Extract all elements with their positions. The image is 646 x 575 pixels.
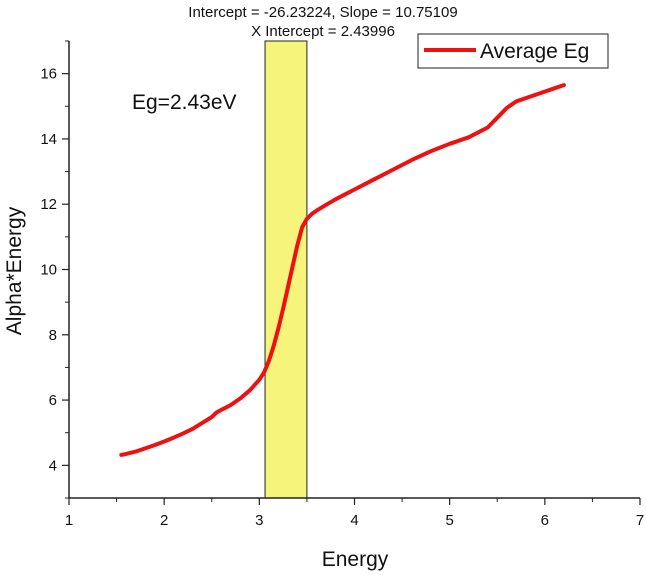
- x-tick-label: 3: [255, 512, 263, 529]
- x-tick-label: 2: [160, 512, 168, 529]
- series-line: [119, 83, 566, 457]
- eg-annotation: Eg=2.43eV: [132, 91, 237, 114]
- band-layer: [264, 40, 308, 499]
- y-tick-label: 8: [49, 327, 57, 344]
- x-tick-label: 5: [445, 512, 453, 529]
- y-tick-label: 4: [49, 457, 57, 474]
- x-tick-label: 1: [65, 512, 73, 529]
- y-tick-label: 14: [40, 131, 57, 148]
- chart-header-line1: Intercept = -26.23224, Slope = 10.75109: [188, 4, 457, 21]
- chart-header-line2: X Intercept = 2.43996: [251, 23, 395, 40]
- y-tick-label: 12: [40, 196, 57, 213]
- legend-series-label: Average Eg: [480, 40, 589, 63]
- y-tick-label: 6: [49, 392, 57, 409]
- x-tick-label: 4: [350, 512, 358, 529]
- x-axis-title: Energy: [322, 548, 389, 571]
- x-tick-label: 7: [636, 512, 644, 529]
- legend: Average Eg: [417, 33, 609, 69]
- series-layer: [119, 83, 566, 457]
- y-tick-label: 10: [40, 262, 57, 279]
- legend-box: [417, 33, 609, 69]
- y-axis-title: Alpha*Energy: [3, 206, 26, 335]
- highlight-band: [264, 40, 308, 499]
- x-tick-label: 6: [541, 512, 549, 529]
- y-tick-label: 16: [40, 66, 57, 83]
